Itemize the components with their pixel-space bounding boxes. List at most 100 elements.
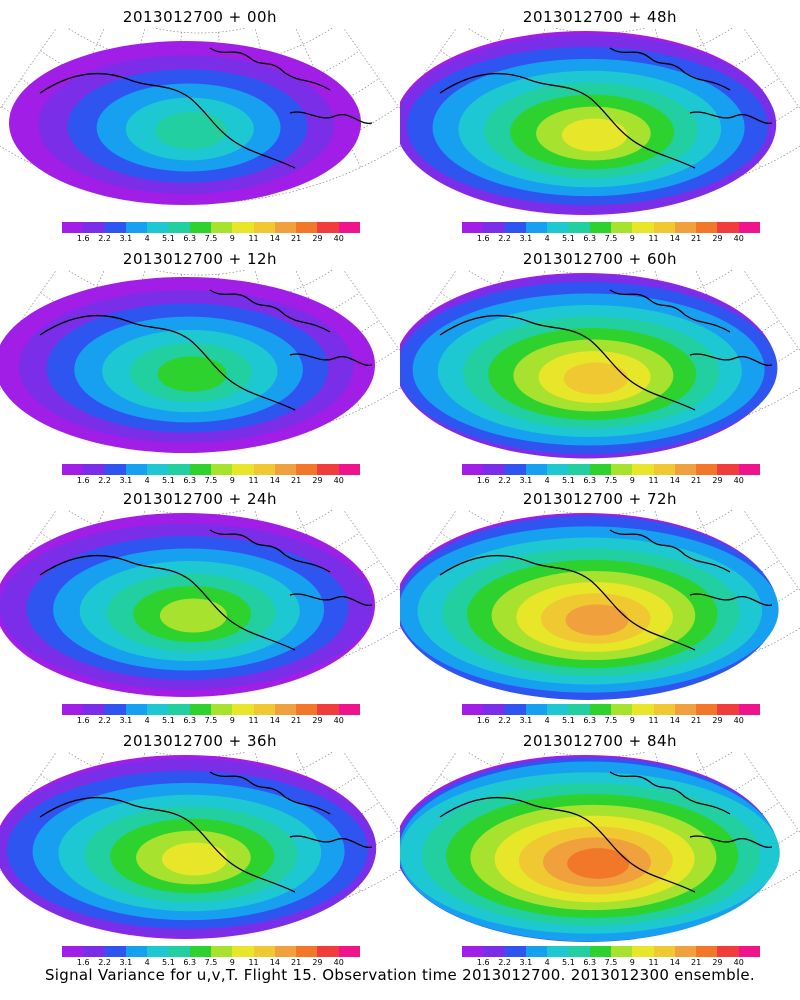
- colorbar-swatch: [232, 704, 254, 715]
- colorbar-tick-label: 3.1: [519, 234, 533, 243]
- colorbar-tick-label: 21: [691, 234, 702, 243]
- colorbar-tick-label: 1.6: [76, 716, 90, 725]
- colorbar-tick-label: 3.1: [119, 476, 133, 485]
- coastline: [39, 289, 373, 411]
- colorbar-swatch: [589, 464, 611, 475]
- colorbar-tick-label: 1.6: [476, 716, 490, 725]
- panel-title: 2013012700 + 12h: [122, 250, 278, 268]
- colorbar-swatch: [189, 464, 211, 475]
- forecast-panel: 2013012700 + 48h 1.6 2.2 3.1 4 5.1 6.3 7.5 9 11 14…: [400, 0, 800, 245]
- colorbar-tick-label: 2.2: [98, 476, 111, 485]
- variance-field: [0, 277, 375, 453]
- colorbar-swatch: [274, 464, 297, 475]
- colorbar-swatch: [83, 222, 105, 233]
- colorbar-swatch: [696, 704, 718, 715]
- colorbar-tick-label: 14: [669, 476, 680, 485]
- colorbar-swatch: [462, 222, 484, 233]
- colorbar-swatch: [674, 222, 697, 233]
- colorbar-swatch: [717, 222, 739, 233]
- colorbar-swatch: [83, 464, 105, 475]
- colorbar-swatch: [274, 222, 297, 233]
- colorbar-swatch: [83, 704, 105, 715]
- colorbar-swatch: [62, 946, 84, 957]
- colorbar-swatch: [568, 946, 590, 957]
- colorbar-labels: 1.6 2.2 3.1 4 5.1 6.3 7.5 9 11 14 21 29 40: [62, 234, 360, 244]
- coastline: [439, 771, 773, 893]
- colorbar-tick-label: 7.5: [204, 476, 218, 485]
- colorbar-tick-label: 3.1: [519, 958, 533, 967]
- colorbar-tick-label: 14: [269, 716, 280, 725]
- colorbar-tick-label: 14: [669, 716, 680, 725]
- colorbar-tick-label: 29: [312, 234, 323, 243]
- colorbar-tick-label: 11: [648, 958, 659, 967]
- colorbar-tick-label: 29: [712, 958, 723, 967]
- colorbar-swatch: [547, 464, 569, 475]
- colorbar-swatch: [253, 704, 275, 715]
- colorbar-swatch: [168, 222, 190, 233]
- colorbar-swatch: [232, 222, 254, 233]
- coastline: [439, 529, 773, 651]
- colorbar-tick-label: 4: [144, 958, 150, 967]
- colorbar-swatch: [696, 946, 718, 957]
- colorbar-tick-label: 7.5: [204, 958, 218, 967]
- colorbar-swatch: [317, 222, 339, 233]
- colorbar-tick-label: 4: [544, 476, 550, 485]
- colorbar-tick-label: 1.6: [476, 476, 490, 485]
- colorbar-tick-label: 5.1: [562, 716, 575, 725]
- colorbar-tick-label: 4: [144, 716, 150, 725]
- colorbar-tick-label: 4: [144, 234, 150, 243]
- coastline: [39, 529, 373, 651]
- colorbar-tick-label: 2.2: [98, 234, 111, 243]
- colorbar-swatch: [717, 464, 739, 475]
- colorbar-swatch: [738, 464, 760, 475]
- colorbar: [462, 946, 760, 957]
- colorbar-swatch: [610, 222, 633, 233]
- colorbar-swatch: [547, 704, 569, 715]
- colorbar-swatch: [717, 946, 739, 957]
- variance-map: [0, 752, 400, 939]
- colorbar-swatch: [168, 946, 190, 957]
- colorbar-tick-label: 21: [691, 958, 702, 967]
- colorbar-swatch: [210, 946, 233, 957]
- colorbar-swatch: [147, 704, 169, 715]
- colorbar-swatch: [62, 464, 84, 475]
- colorbar-swatch: [210, 464, 233, 475]
- colorbar-tick-label: 40: [333, 234, 344, 243]
- colorbar-tick-label: 7.5: [204, 716, 218, 725]
- colorbar-tick-label: 21: [291, 476, 302, 485]
- variance-field: [0, 513, 375, 697]
- colorbar-tick-label: 14: [269, 958, 280, 967]
- colorbar-tick-label: 1.6: [76, 476, 90, 485]
- colorbar-swatch: [125, 704, 148, 715]
- colorbar-swatch: [525, 704, 548, 715]
- colorbar-tick-label: 14: [669, 234, 680, 243]
- colorbar-swatch: [738, 704, 760, 715]
- colorbar-tick-label: 14: [669, 958, 680, 967]
- colorbar-tick-label: 2.2: [498, 234, 511, 243]
- colorbar-tick-label: 40: [733, 716, 744, 725]
- colorbar-labels: 1.6 2.2 3.1 4 5.1 6.3 7.5 9 11 14 21 29 40: [462, 716, 760, 726]
- colorbar-swatch: [483, 222, 505, 233]
- colorbar-swatch: [104, 946, 126, 957]
- colorbar-swatch: [62, 704, 84, 715]
- colorbar-swatch: [274, 946, 297, 957]
- colorbar-tick-label: 29: [312, 716, 323, 725]
- colorbar-tick-label: 29: [312, 958, 323, 967]
- forecast-panel: 2013012700 + 36h 1.6 2.2 3.1 4 5.1 6.3 7.5 9 11 14…: [0, 724, 400, 969]
- colorbar-tick-label: 40: [733, 958, 744, 967]
- colorbar-swatch: [632, 464, 654, 475]
- panel-title: 2013012700 + 00h: [122, 8, 278, 26]
- colorbar-swatch: [296, 704, 318, 715]
- colorbar-tick-label: 7.5: [604, 716, 618, 725]
- variance-field: [9, 41, 361, 205]
- colorbar-labels: 1.6 2.2 3.1 4 5.1 6.3 7.5 9 11 14 21 29 40: [62, 476, 360, 486]
- variance-map: [0, 510, 400, 697]
- colorbar-tick-label: 3.1: [519, 476, 533, 485]
- colorbar-tick-label: 5.1: [562, 958, 575, 967]
- colorbar-tick-label: 9: [229, 234, 235, 243]
- colorbar-tick-label: 6.3: [583, 234, 597, 243]
- colorbar-swatch: [547, 946, 569, 957]
- colorbar-swatch: [296, 222, 318, 233]
- variance-map: [400, 510, 800, 700]
- colorbar-tick-label: 11: [248, 716, 259, 725]
